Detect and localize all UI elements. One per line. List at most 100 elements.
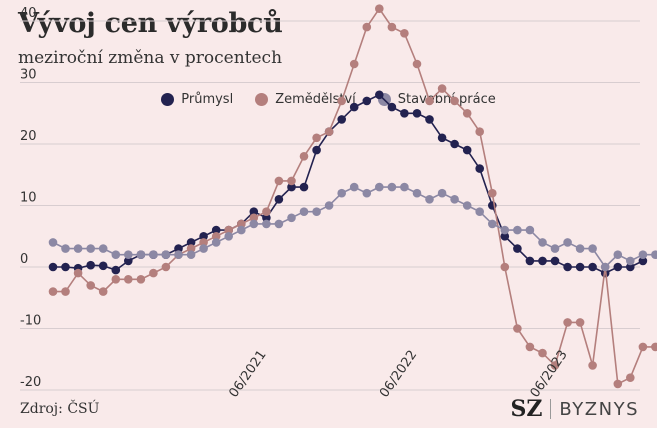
data-point	[324, 201, 334, 210]
brand-logo[interactable]: SZ BYZNYS	[510, 396, 639, 422]
data-point	[186, 250, 196, 259]
data-point	[199, 244, 208, 253]
data-point	[475, 207, 485, 216]
data-point	[550, 361, 560, 370]
data-point	[61, 244, 70, 253]
data-point	[437, 133, 447, 143]
data-point	[400, 109, 409, 118]
x-tick-label: 06/2021	[226, 348, 269, 401]
data-point	[249, 207, 259, 216]
data-point	[425, 115, 434, 124]
data-point	[412, 59, 422, 69]
y-tick-label: 20	[20, 129, 37, 144]
data-point	[324, 127, 334, 136]
data-point	[437, 188, 447, 198]
data-point	[626, 256, 635, 266]
y-tick-label: 30	[20, 68, 37, 83]
data-point	[550, 244, 560, 253]
data-point	[86, 260, 95, 270]
data-point	[98, 287, 108, 296]
data-point	[362, 96, 372, 106]
data-point	[48, 287, 58, 296]
data-point	[362, 188, 372, 198]
legend-item-prumysl[interactable]: Průmysl	[161, 92, 233, 107]
data-point	[199, 238, 208, 247]
data-point	[462, 201, 472, 210]
data-point	[149, 250, 158, 259]
data-point	[98, 244, 108, 253]
data-point	[337, 188, 347, 198]
data-point	[211, 232, 221, 241]
data-point	[61, 262, 70, 272]
data-point	[412, 188, 422, 198]
data-point	[638, 342, 648, 352]
data-point	[86, 244, 95, 253]
data-point	[61, 287, 70, 296]
data-point	[462, 109, 472, 118]
data-point	[274, 219, 284, 229]
data-point	[626, 373, 635, 383]
x-axis: 06/2021 06/2022 06/2023	[226, 348, 570, 401]
chart-subtitle: meziroční změna v procentech	[18, 48, 283, 68]
data-point	[563, 318, 572, 327]
data-point	[450, 195, 459, 204]
data-point	[262, 219, 271, 229]
data-point	[312, 133, 321, 143]
data-point	[124, 250, 133, 259]
data-point	[651, 342, 657, 352]
data-point	[211, 238, 221, 247]
logo-divider	[550, 399, 552, 419]
legend-label-stavebni-prace: Stavební práce	[397, 92, 496, 107]
data-point	[613, 262, 623, 272]
data-point	[513, 225, 522, 235]
data-point	[500, 232, 510, 241]
data-point	[262, 213, 271, 223]
data-point	[462, 145, 472, 155]
data-point	[136, 275, 146, 284]
legend-item-zemedelstvi[interactable]: Zemědělství	[255, 92, 356, 107]
data-point	[287, 176, 296, 186]
data-point	[337, 115, 347, 124]
data-point	[525, 342, 535, 352]
data-point	[111, 275, 121, 284]
data-point	[73, 268, 83, 278]
data-point	[437, 84, 447, 93]
data-point	[174, 250, 183, 259]
logo-sz: SZ	[510, 396, 543, 422]
data-point	[299, 182, 309, 192]
data-point	[73, 244, 83, 253]
data-point	[375, 182, 384, 192]
data-point	[349, 102, 359, 112]
data-point	[124, 275, 133, 284]
data-point	[425, 195, 434, 204]
y-tick-label: -10	[20, 314, 41, 329]
data-point	[500, 262, 510, 272]
data-point	[237, 219, 246, 229]
data-point	[425, 96, 434, 106]
data-point	[638, 250, 648, 259]
data-point	[124, 256, 133, 266]
data-point	[626, 262, 635, 272]
y-tick-label: -20	[20, 375, 41, 390]
y-tick-label: 0	[20, 252, 28, 267]
data-point	[651, 250, 657, 259]
data-point	[98, 261, 108, 271]
data-point	[387, 182, 397, 192]
data-point	[186, 244, 196, 253]
data-point	[588, 244, 597, 253]
data-point	[48, 238, 58, 247]
data-point	[274, 176, 284, 186]
grid-layer: 40 30 20 10 0 -10 -20	[20, 6, 640, 391]
data-point	[186, 238, 196, 247]
chart-legend: Průmysl Zemědělství Stavební práce	[0, 92, 657, 107]
series-2	[48, 182, 657, 272]
data-point	[613, 250, 623, 259]
data-point	[575, 262, 585, 272]
data-point	[149, 268, 158, 278]
data-point	[174, 244, 183, 253]
y-tick-label: 10	[20, 191, 37, 206]
data-point	[262, 207, 271, 216]
x-tick-label: 06/2022	[377, 348, 420, 401]
data-point	[575, 244, 585, 253]
